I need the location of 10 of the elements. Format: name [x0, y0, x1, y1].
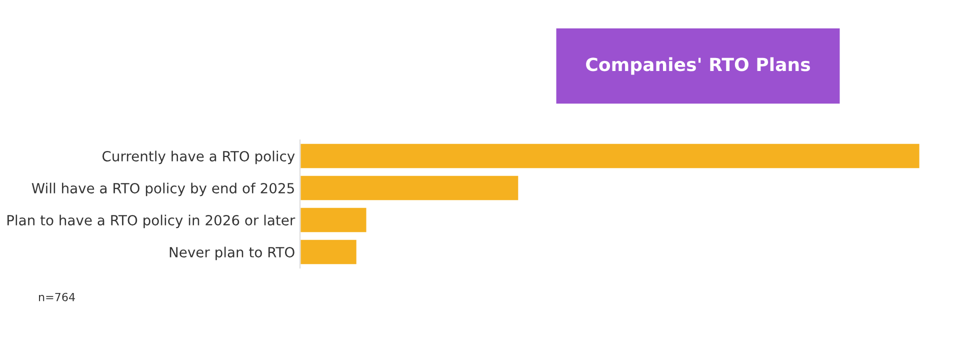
- bar: [300, 174, 520, 202]
- chart-title: Companies' RTO Plans: [586, 57, 810, 75]
- y-tick-label: Currently have a RTO policy: [102, 150, 295, 164]
- y-tick-label: Will have a RTO policy by end of 2025: [32, 182, 294, 196]
- bar: [300, 206, 368, 234]
- bar: [300, 238, 358, 266]
- y-tick-label: Plan to have a RTO policy in 2026 or later: [7, 214, 296, 228]
- bar: [300, 142, 921, 170]
- text: n=764: [39, 292, 75, 302]
- y-tick-label: Never plan to RTO: [170, 246, 294, 260]
